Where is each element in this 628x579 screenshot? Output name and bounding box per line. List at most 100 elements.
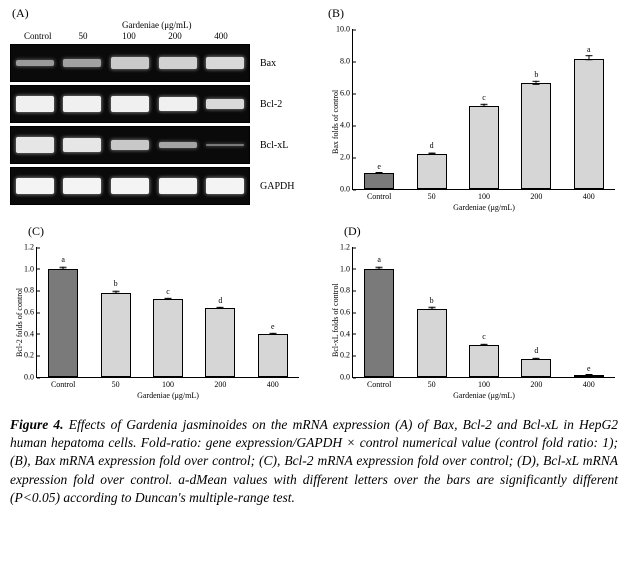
gel-lane — [154, 127, 202, 163]
bar: a — [574, 59, 604, 189]
error-bar — [483, 343, 484, 345]
gel-image: Control Gardeniae (μg/mL) 50100200400 Ba… — [10, 22, 310, 208]
gel-band — [159, 57, 197, 69]
y-tick: 0.4 — [340, 329, 353, 338]
y-tick: 0.6 — [340, 308, 353, 317]
panel-a-letter: (A) — [12, 6, 29, 21]
x-tick: Control — [367, 377, 391, 389]
sig-letter: a — [61, 255, 65, 264]
gel-lane — [59, 45, 107, 81]
bar: c — [153, 299, 183, 377]
gel-band — [111, 57, 149, 69]
bar: a — [48, 269, 78, 377]
gel-band — [159, 97, 197, 111]
chart-bax: 0.02.04.06.08.010.0edcbaControl501002004… — [352, 29, 615, 190]
sig-letter: e — [377, 162, 381, 171]
sig-letter: d — [534, 346, 538, 355]
x-tick: 50 — [428, 189, 436, 201]
x-tick: 100 — [478, 377, 490, 389]
bar: b — [417, 309, 447, 377]
gel-row-label: Bax — [260, 58, 306, 69]
gel-lane — [106, 45, 154, 81]
gel-strip — [10, 44, 250, 82]
x-axis-label: Gardeniae (μg/mL) — [137, 391, 199, 400]
gel-lane — [154, 86, 202, 122]
gel-band — [16, 60, 54, 66]
y-axis-label: Bax folds of control — [331, 90, 340, 154]
error-bar — [588, 374, 589, 376]
bar: a — [364, 269, 394, 377]
x-axis-label: Gardeniae (μg/mL) — [453, 391, 515, 400]
gel-band — [63, 138, 101, 152]
sig-letter: b — [114, 279, 118, 288]
y-tick: 0.8 — [24, 286, 37, 295]
gel-lane — [201, 86, 249, 122]
gel-rows: Bax Bcl-2 Bcl-xL GAPDH — [10, 44, 310, 205]
error-bar — [536, 81, 537, 84]
figure-4: (A) Control Gardeniae (μg/mL) 5010020040… — [0, 0, 628, 517]
gel-band — [206, 178, 244, 195]
gel-lane — [11, 86, 59, 122]
gel-lane — [59, 168, 107, 204]
x-tick: 50 — [428, 377, 436, 389]
y-tick: 0.4 — [24, 329, 37, 338]
bar: d — [417, 154, 447, 189]
gel-strip — [10, 85, 250, 123]
x-tick: 200 — [214, 377, 226, 389]
gel-band — [111, 96, 149, 111]
bar: c — [469, 106, 499, 189]
gel-band — [111, 140, 149, 150]
y-tick: 0.0 — [340, 373, 353, 382]
y-tick: 0.2 — [24, 351, 37, 360]
gel-band — [16, 178, 54, 195]
bar: d — [521, 359, 551, 377]
sig-letter: d — [218, 296, 222, 305]
sig-letter: e — [587, 364, 591, 373]
bars: abcde — [37, 247, 299, 377]
gel-row: GAPDH — [10, 167, 310, 205]
gel-band — [16, 96, 54, 113]
sig-letter: c — [166, 287, 170, 296]
gel-conc-title: Gardeniae (μg/mL) — [122, 20, 192, 30]
gel-conc-label: 50 — [60, 31, 106, 41]
panel-d-letter: (D) — [344, 224, 361, 239]
gel-lane — [106, 86, 154, 122]
bar: b — [101, 293, 131, 378]
bars: ab c d e — [353, 247, 615, 377]
gel-lane — [106, 127, 154, 163]
error-bar — [379, 172, 380, 174]
gel-row: Bcl-2 — [10, 85, 310, 123]
panels-grid: (A) Control Gardeniae (μg/mL) 5010020040… — [10, 8, 618, 406]
sig-letter: c — [482, 332, 486, 341]
gel-lane — [201, 168, 249, 204]
gel-row: Bcl-xL — [10, 126, 310, 164]
gel-control-label: Control — [24, 31, 52, 41]
error-bar — [431, 307, 432, 310]
y-tick: 8.0 — [340, 57, 353, 66]
gel-lane — [201, 127, 249, 163]
y-tick: 10.0 — [336, 25, 353, 34]
sig-letter: e — [271, 322, 275, 331]
gel-conc-label: 100 — [106, 31, 152, 41]
gel-lane — [106, 168, 154, 204]
gel-row-label: Bcl-xL — [260, 140, 306, 151]
panel-c-letter: (C) — [28, 224, 44, 239]
gel-band — [63, 96, 101, 112]
y-axis-label: Bcl-2 folds of control — [15, 288, 24, 357]
x-axis-label: Gardeniae (μg/mL) — [453, 203, 515, 212]
gel-row-label: GAPDH — [260, 181, 306, 192]
x-tick: Control — [51, 377, 75, 389]
gel-strip — [10, 126, 250, 164]
bars: e dc b a — [353, 29, 615, 189]
gel-band — [206, 57, 244, 70]
y-tick: 4.0 — [340, 121, 353, 130]
gel-header: Control Gardeniae (μg/mL) 50100200400 — [10, 22, 310, 44]
y-tick: 0.0 — [340, 185, 353, 194]
gel-band — [111, 178, 149, 195]
sig-letter: a — [587, 45, 591, 54]
gel-conc-row: 50100200400 — [60, 31, 244, 41]
x-tick: 200 — [530, 189, 542, 201]
gel-lane — [154, 168, 202, 204]
error-bar — [167, 298, 168, 300]
sig-letter: b — [534, 70, 538, 79]
